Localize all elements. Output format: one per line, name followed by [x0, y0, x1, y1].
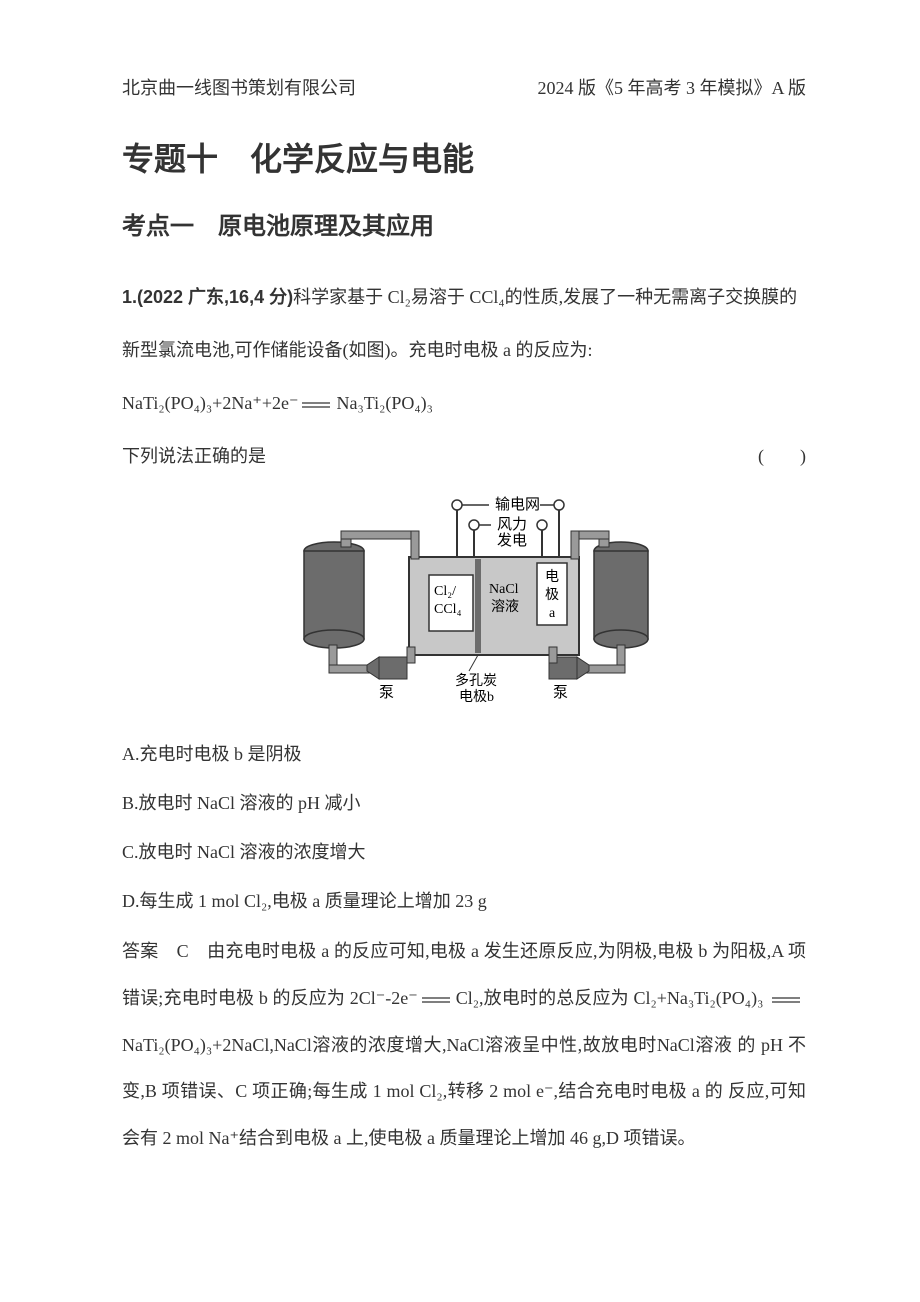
question-number: 1.(2022 广东,16,4 分) [122, 287, 293, 307]
apparatus-diagram: 输电网 风力 发电 Cl₂/ CCl₄ NaCl 溶液 电 极 a 多孔炭 电极… [122, 487, 806, 714]
carbon-a: 多孔炭 [455, 672, 497, 689]
question-prompt: 下列说法正确的是 ( ) [122, 434, 806, 479]
wind-label-a: 风力 [497, 516, 527, 533]
answer-seg2a: 错误;充电时电极 b 的反应为 2Cl⁻-2e⁻ [122, 988, 418, 1008]
answer-block: 答案 C 由充电时电极 a 的反应可知,电极 a 发生还原反应,为阴极,电极 b… [122, 928, 806, 1162]
answer-seg3: NaTi₂(PO₄)₃+2NaCl,NaCl溶液的浓度增大,NaCl溶液呈中性,… [122, 1035, 732, 1055]
carbon-b: 电极b [459, 689, 494, 705]
option-d: D.每生成 1 mol Cl₂,电极 a 质量理论上增加 23 g [122, 879, 806, 924]
question-stem-line1: 1.(2022 广东,16,4 分)科学家基于 Cl₂易溶于 CCl₄的性质,发… [122, 275, 806, 320]
option-b: B.放电时 NaCl 溶液的 pH 减小 [122, 781, 806, 826]
equation-line: NaTi₂(PO₄)₃+2Na⁺+2e⁻ Na₃Ti₂(PO₄)₃ [122, 381, 806, 426]
electrode-a-2: 极 [545, 587, 559, 603]
answer-seg1: 由充电时电极 a 的反应可知,电极 a 发生还原反应,为阴极,电极 b 为阳极,… [207, 941, 806, 961]
wind-label-b: 发电 [497, 532, 527, 549]
electrode-a-3: a [549, 606, 556, 621]
book-edition: 2024 版《5 年高考 3 年模拟》A 版 [537, 74, 806, 100]
answer-blank: ( ) [758, 434, 806, 479]
equilibrium-arrow-icon [420, 994, 454, 1006]
page-header: 北京曲一线图书策划有限公司 2024 版《5 年高考 3 年模拟》A 版 [122, 74, 806, 100]
pump-left-label: 泵 [379, 685, 394, 701]
question-stem-line2: 新型氯流电池,可作储能设备(如图)。充电时电极 a 的反应为: [122, 328, 806, 373]
solution-a: NaCl [489, 582, 519, 597]
prompt-text: 下列说法正确的是 [122, 434, 266, 479]
answer-label: 答案 C [122, 941, 207, 961]
electrode-a-1: 电 [545, 569, 559, 585]
stem-text-1: 科学家基于 Cl₂易溶于 CCl₄的性质,发展了一种无需离子交换膜的 [293, 287, 797, 307]
equation-right: Na₃Ti₂(PO₄)₃ [336, 393, 432, 413]
left-cell-b: CCl₄ [434, 602, 462, 617]
grid-label: 输电网 [495, 496, 540, 513]
solution-b: 溶液 [491, 599, 519, 615]
equilibrium-arrow-icon [770, 994, 804, 1006]
equation-left: NaTi₂(PO₄)₃+2Na⁺+2e⁻ [122, 393, 298, 413]
answer-seg2b: Cl₂,放电时的总反应为 Cl₂+Na₃Ti₂(PO₄)₃ [456, 988, 764, 1008]
left-cell-a: Cl₂/ [434, 584, 456, 599]
diagram-svg: 输电网 风力 发电 Cl₂/ CCl₄ NaCl 溶液 电 极 a 多孔炭 电极… [279, 487, 649, 709]
option-c: C.放电时 NaCl 溶液的浓度增大 [122, 830, 806, 875]
section-title: 考点一 原电池原理及其应用 [122, 206, 806, 241]
topic-title: 专题十 化学反应与电能 [122, 134, 806, 180]
equilibrium-arrow-icon [300, 399, 334, 411]
publisher: 北京曲一线图书策划有限公司 [122, 74, 356, 100]
pump-right-label: 泵 [553, 685, 568, 701]
option-a: A.充电时电极 b 是阴极 [122, 732, 806, 777]
